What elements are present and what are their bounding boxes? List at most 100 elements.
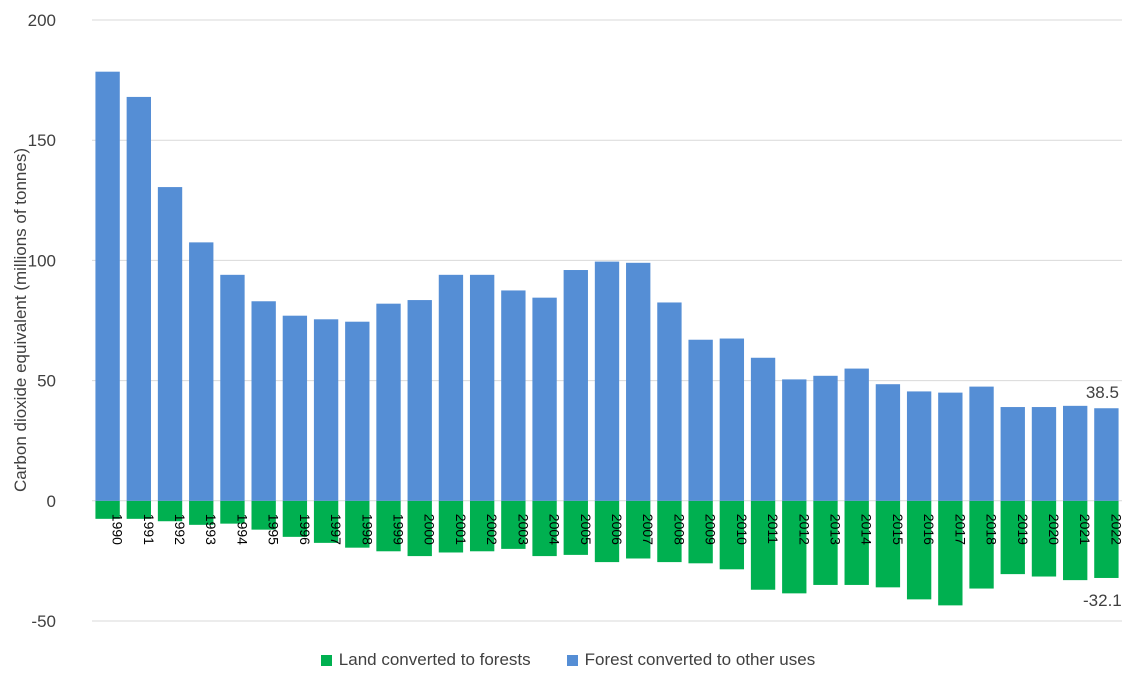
legend-swatch xyxy=(320,654,332,666)
bar-forest-to-other xyxy=(594,261,620,501)
x-tick-label: 1990 xyxy=(110,514,126,545)
bar-land-to-forest xyxy=(282,500,308,537)
bar-forest-to-other xyxy=(469,274,495,501)
bar-forest-to-other xyxy=(1094,408,1119,501)
x-tick-label: 2019 xyxy=(1015,514,1031,545)
y-tick-label: 200 xyxy=(28,11,56,30)
bar-land-to-forest xyxy=(563,500,588,555)
data-label: 38.5 xyxy=(1086,383,1119,402)
x-tick-label: 2008 xyxy=(671,514,687,545)
x-tick-label: 2017 xyxy=(952,514,968,545)
bar-forest-to-other xyxy=(313,319,339,501)
bar-land-to-forest xyxy=(438,500,464,553)
bar-forest-to-other xyxy=(407,300,432,501)
bar-forest-to-other xyxy=(688,339,713,501)
bar-land-to-forest xyxy=(157,500,183,522)
x-tick-label: 1999 xyxy=(391,514,407,545)
x-tick-label: 2021 xyxy=(1077,514,1093,545)
bar-forest-to-other xyxy=(1063,405,1088,501)
y-tick-label: -50 xyxy=(31,612,56,631)
bar-forest-to-other xyxy=(626,262,651,501)
x-tick-label: 1996 xyxy=(297,514,313,545)
bar-land-to-forest xyxy=(95,500,120,519)
bar-land-to-forest xyxy=(376,500,401,552)
legend-item: Land converted to forests xyxy=(320,650,531,670)
y-tick-label: 100 xyxy=(28,251,56,270)
x-tick-label: 2006 xyxy=(609,514,625,545)
bar-land-to-forest xyxy=(501,500,526,549)
bar-land-to-forest xyxy=(313,500,339,543)
bar-land-to-forest xyxy=(938,500,963,606)
bar-forest-to-other xyxy=(1031,407,1057,501)
bar-forest-to-other xyxy=(875,384,901,501)
bar-land-to-forest xyxy=(782,500,807,594)
bar-forest-to-other xyxy=(906,391,932,501)
bar-forest-to-other xyxy=(345,321,370,501)
x-tick-label: 1997 xyxy=(328,514,344,545)
bar-land-to-forest xyxy=(594,500,620,563)
bar-forest-to-other xyxy=(1000,407,1025,501)
x-tick-label: 2013 xyxy=(827,514,843,545)
labels: 200 150 100 50 0 -50 1990 1991 1992 1993 1994 1995 1… xyxy=(28,11,1125,631)
bar-land-to-forest xyxy=(532,500,557,557)
bar-forest-to-other xyxy=(438,274,464,501)
bar-forest-to-other xyxy=(657,302,682,501)
legend-label: Land converted to forests xyxy=(338,650,531,669)
legend-item: Forest converted to other uses xyxy=(566,650,816,670)
x-tick-label: 2000 xyxy=(422,514,438,545)
x-tick-label: 2004 xyxy=(547,514,563,545)
bar-land-to-forest xyxy=(469,500,495,552)
x-tick-label: 2014 xyxy=(859,514,875,545)
y-tick-label: 150 xyxy=(28,131,56,150)
bar-forest-to-other xyxy=(813,375,838,501)
bar-forest-to-other xyxy=(750,357,776,501)
bar-forest-to-other xyxy=(938,392,963,501)
x-tick-label: 2020 xyxy=(1046,514,1062,545)
x-tick-label: 2007 xyxy=(640,514,656,545)
bar-forest-to-other xyxy=(95,71,120,501)
bar-forest-to-other xyxy=(719,338,745,501)
bar-forest-to-other xyxy=(501,290,526,501)
bar-land-to-forest xyxy=(813,500,838,585)
bar-land-to-forest xyxy=(251,500,276,530)
x-tick-label: 2010 xyxy=(734,514,750,545)
x-tick-label: 2022 xyxy=(1108,514,1124,545)
x-tick-label: 2016 xyxy=(921,514,937,545)
x-tick-label: 2009 xyxy=(703,514,719,545)
bar-land-to-forest xyxy=(719,500,745,570)
bar-land-to-forest xyxy=(626,500,651,559)
x-tick-label: 2003 xyxy=(515,514,531,545)
bar-forest-to-other xyxy=(189,242,214,501)
bar-forest-to-other xyxy=(563,270,588,501)
bar-forest-to-other xyxy=(844,368,869,501)
data-label: -32.1 xyxy=(1083,591,1122,610)
bar-land-to-forest xyxy=(1000,500,1025,575)
x-tick-label: 2012 xyxy=(796,514,812,545)
bar-land-to-forest xyxy=(969,500,994,589)
legend: Land converted to forests Forest converte… xyxy=(0,650,1136,670)
x-tick-label: 1994 xyxy=(234,514,250,545)
legend-label: Forest converted to other uses xyxy=(584,650,816,669)
bars xyxy=(95,71,1119,606)
y-tick-label: 50 xyxy=(37,372,56,391)
bar-forest-to-other xyxy=(782,379,807,501)
bar-forest-to-other xyxy=(969,386,994,501)
x-tick-label: 2018 xyxy=(984,514,1000,545)
x-tick-label: 2001 xyxy=(453,514,469,545)
bar-forest-to-other xyxy=(126,96,151,501)
stacked-bar-chart: 200 150 100 50 0 -50 1990 1991 1992 1993 1994 1995 1… xyxy=(11,11,1125,631)
bar-land-to-forest xyxy=(750,500,776,590)
bar-land-to-forest xyxy=(688,500,713,564)
bar-land-to-forest xyxy=(220,500,245,524)
x-tick-label: 1993 xyxy=(203,514,219,545)
bar-land-to-forest xyxy=(126,500,151,519)
bar-land-to-forest xyxy=(189,500,214,525)
bar-forest-to-other xyxy=(282,315,308,501)
x-tick-label: 1998 xyxy=(359,514,375,545)
bar-forest-to-other xyxy=(532,297,557,501)
bar-land-to-forest xyxy=(657,500,682,563)
bar-land-to-forest xyxy=(1031,500,1057,577)
x-tick-label: 1995 xyxy=(266,514,282,545)
bar-forest-to-other xyxy=(220,274,245,501)
x-tick-label: 1991 xyxy=(141,514,157,545)
